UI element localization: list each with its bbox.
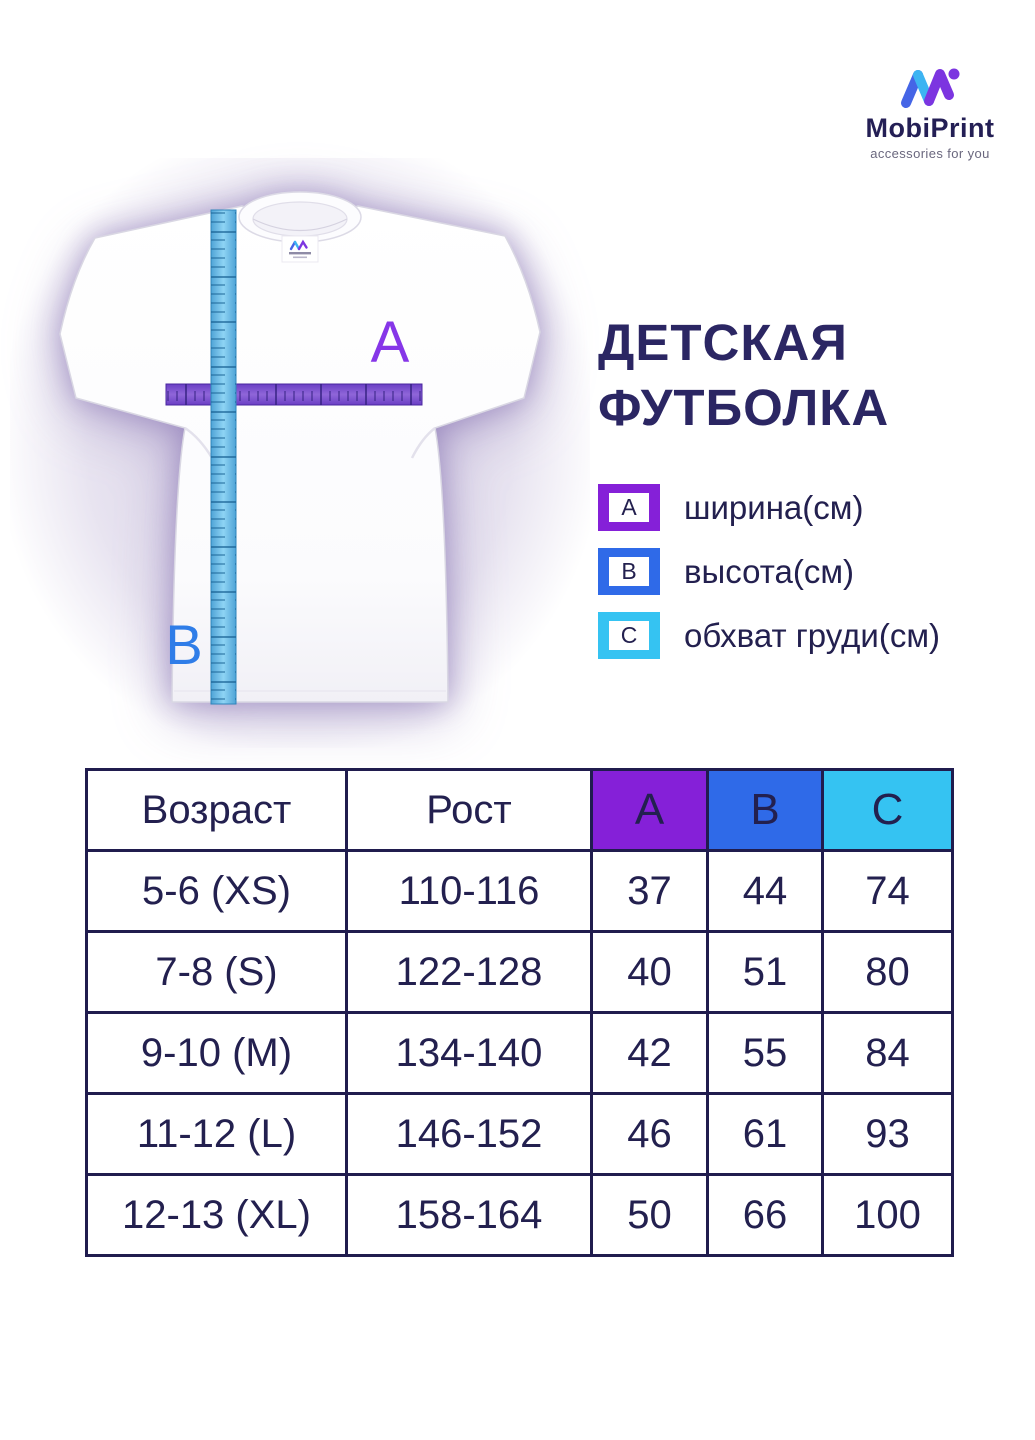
header-height: Рост (345, 768, 593, 852)
cell-b: 66 (706, 1173, 824, 1257)
brand-tagline: accessories for you (870, 145, 990, 161)
legend-key-b: B (609, 557, 649, 586)
brand-logo: MobiPrint accessories for you (830, 66, 1030, 161)
legend-label-height: высота(см) (684, 552, 855, 590)
cell-height: 110-116 (345, 849, 593, 933)
table-row: 5-6 (XS) 110-116 37 44 74 (85, 849, 954, 933)
tshirt-collar (238, 191, 362, 243)
size-table: Возраст Рост A B C 5-6 (XS) 110-116 37 4… (85, 768, 954, 1257)
legend-label-width: ширина(см) (684, 488, 864, 526)
legend-key-c: C (609, 621, 649, 650)
tshirt-body (59, 205, 541, 703)
cell-height: 158-164 (345, 1173, 593, 1257)
cell-c: 80 (821, 930, 954, 1014)
cell-c: 74 (821, 849, 954, 933)
info-column: ДЕТСКАЯ ФУТБОЛКА A ширина(см) B высота(с… (598, 310, 1028, 676)
legend-item-width: A ширина(см) (598, 484, 1028, 531)
vertical-tape (210, 209, 237, 705)
header-b: B (706, 768, 824, 852)
cell-b: 61 (706, 1092, 824, 1176)
page-title: ДЕТСКАЯ ФУТБОЛКА (598, 310, 1028, 440)
collar-label (281, 235, 319, 263)
cell-a: 46 (590, 1092, 709, 1176)
legend-label-chest: обхват груди(см) (684, 616, 941, 654)
legend-swatch-c: C (598, 612, 660, 659)
size-table-header-row: Возраст Рост A B C (85, 768, 954, 852)
cell-height: 146-152 (345, 1092, 593, 1176)
mobiprint-logo-icon (901, 68, 960, 108)
cell-a: 50 (590, 1173, 709, 1257)
legend-key-a: A (609, 493, 649, 522)
legend-swatch-b: B (598, 548, 660, 595)
title-line-1: ДЕТСКАЯ (598, 314, 848, 371)
diagram-label-b: B (165, 613, 202, 676)
table-row: 7-8 (S) 122-128 40 51 80 (85, 930, 954, 1014)
cell-age: 5-6 (XS) (85, 849, 348, 933)
cell-age: 11-12 (L) (85, 1092, 348, 1176)
cell-age: 12-13 (XL) (85, 1173, 348, 1257)
cell-height: 122-128 (345, 930, 593, 1014)
cell-c: 93 (821, 1092, 954, 1176)
cell-age: 9-10 (M) (85, 1011, 348, 1095)
legend-item-chest: C обхват груди(см) (598, 612, 1028, 659)
table-row: 12-13 (XL) 158-164 50 66 100 (85, 1173, 954, 1257)
cell-b: 51 (706, 930, 824, 1014)
cell-c: 100 (821, 1173, 954, 1257)
brand-name: MobiPrint (865, 113, 995, 143)
cell-age: 7-8 (S) (85, 930, 348, 1014)
header-a: A (590, 768, 709, 852)
cell-b: 44 (706, 849, 824, 933)
cell-b: 55 (706, 1011, 824, 1095)
tshirt-diagram: A B (10, 158, 590, 748)
cell-height: 134-140 (345, 1011, 593, 1095)
legend-swatch-a: A (598, 484, 660, 531)
cell-a: 42 (590, 1011, 709, 1095)
legend-item-height: B высота(см) (598, 548, 1028, 595)
table-row: 11-12 (L) 146-152 46 61 93 (85, 1092, 954, 1176)
tshirt-illustration: A B (59, 191, 541, 705)
measurement-legend: A ширина(см) B высота(см) C обхват груди… (598, 484, 1028, 659)
horizontal-tape (165, 383, 423, 406)
cell-c: 84 (821, 1011, 954, 1095)
cell-a: 37 (590, 849, 709, 933)
title-line-2: ФУТБОЛКА (598, 379, 890, 436)
diagram-label-a: A (371, 310, 410, 375)
header-c: C (821, 768, 954, 852)
header-age: Возраст (85, 768, 348, 852)
table-row: 9-10 (M) 134-140 42 55 84 (85, 1011, 954, 1095)
cell-a: 40 (590, 930, 709, 1014)
